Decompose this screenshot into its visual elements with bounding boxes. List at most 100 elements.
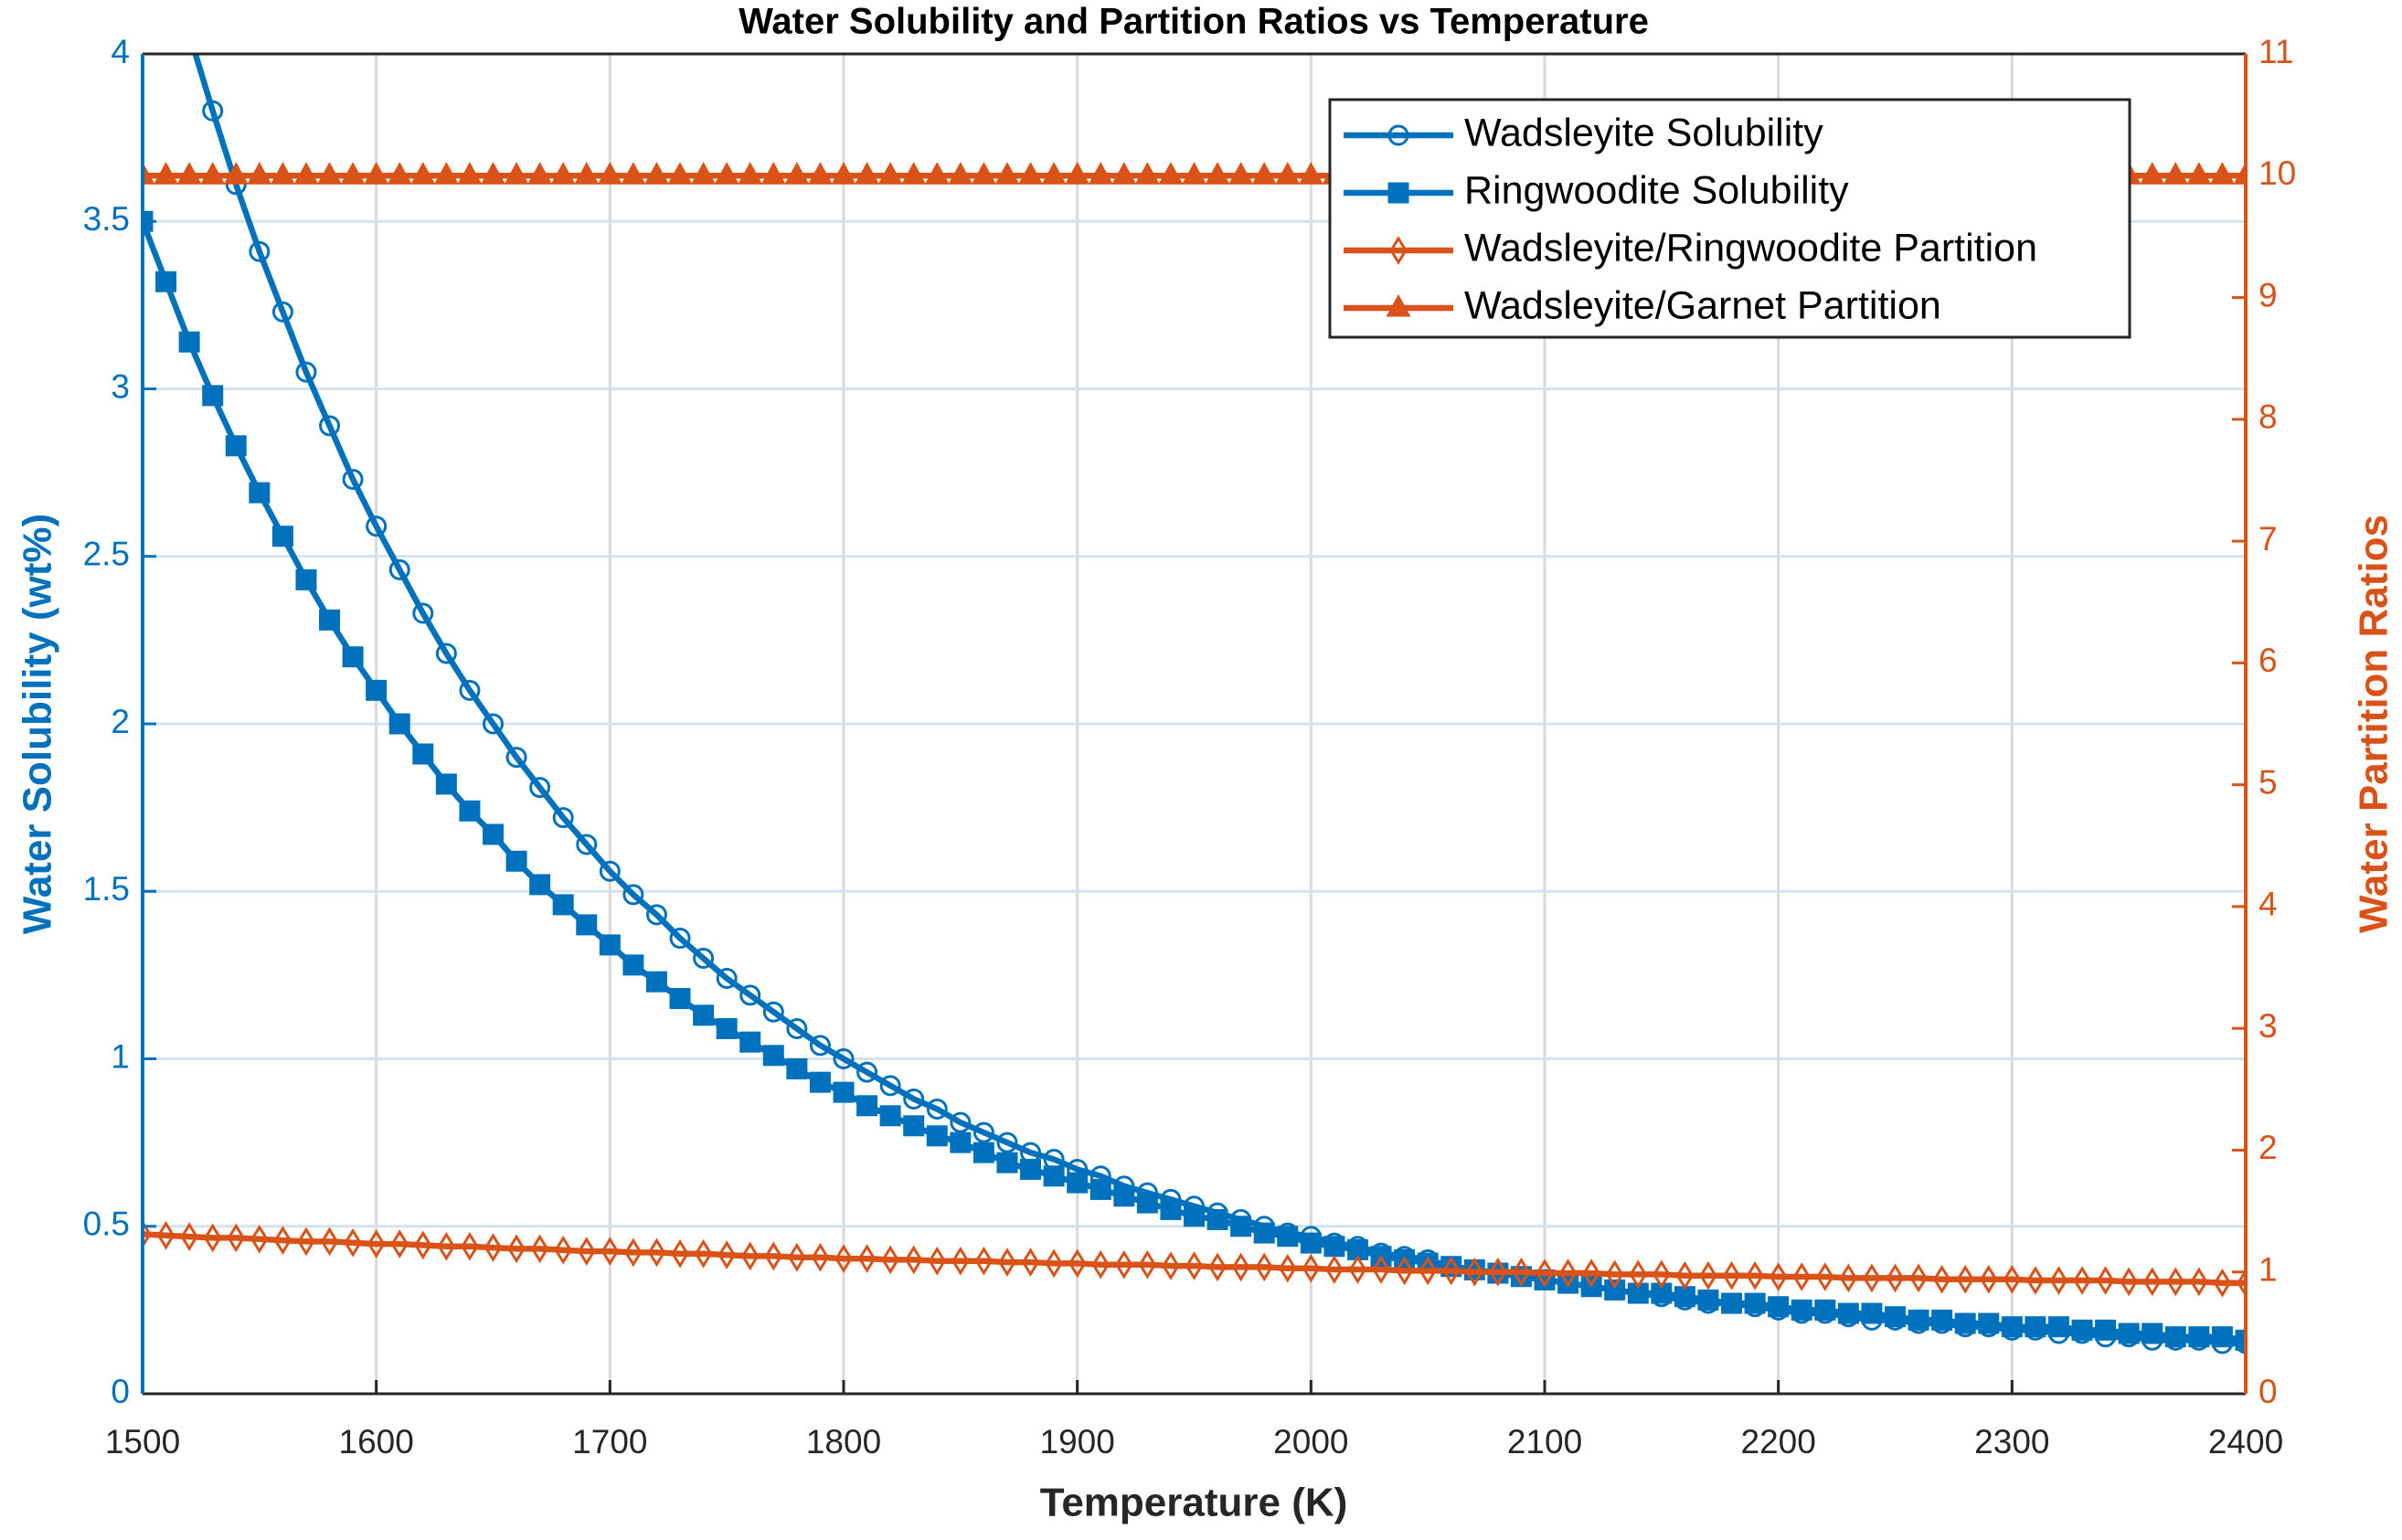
marker (552, 894, 574, 916)
marker (530, 1234, 549, 1264)
marker (316, 162, 343, 185)
marker (2096, 1266, 2115, 1295)
y2-tick-label: 2 (2259, 1129, 2278, 1166)
marker (1138, 1249, 1157, 1280)
marker (1325, 1255, 1344, 1284)
marker (2142, 1267, 2162, 1297)
marker (647, 1237, 666, 1268)
marker (951, 1246, 970, 1276)
marker (2049, 1266, 2068, 1295)
marker (2025, 1316, 2046, 1338)
marker (2095, 1319, 2117, 1341)
marker (273, 1226, 292, 1255)
marker (1162, 1251, 1180, 1280)
y-tick-label: 0 (111, 1373, 130, 1410)
marker (1065, 162, 1090, 185)
marker (714, 162, 739, 185)
x-tick-label: 1700 (572, 1423, 647, 1460)
marker (1675, 1260, 1695, 1290)
marker (1275, 162, 1301, 185)
marker (249, 482, 271, 504)
y2-tick-label: 6 (2259, 642, 2278, 679)
marker (1746, 1260, 1764, 1290)
marker (879, 1105, 901, 1127)
marker (1277, 1226, 1299, 1248)
marker (227, 1223, 246, 1253)
marker (1372, 1255, 1390, 1284)
marker (1791, 1299, 1812, 1321)
marker (2166, 1267, 2185, 1297)
legend-marker (1386, 293, 1411, 317)
marker (857, 1244, 877, 1273)
marker (1932, 1264, 1951, 1294)
marker (1909, 1263, 1928, 1293)
axes: 1500 1600 1700 1800 1900 2000 2100 2200 2300 2400… (83, 33, 2297, 1460)
marker (1605, 1259, 1624, 1290)
legend-box (1328, 98, 2131, 339)
marker (1017, 162, 1044, 185)
marker (505, 850, 527, 872)
marker (342, 646, 364, 668)
marker (948, 162, 973, 185)
marker (1230, 1216, 1252, 1237)
marker (1041, 162, 1067, 185)
marker (1931, 1309, 1953, 1331)
marker (2071, 1319, 2093, 1341)
marker (1395, 1256, 1414, 1286)
marker (295, 361, 317, 383)
marker (1956, 1264, 1974, 1294)
marker (1792, 1262, 1811, 1291)
marker (1768, 1296, 1790, 1318)
marker (576, 834, 598, 855)
marker (437, 1231, 456, 1261)
marker (904, 1245, 923, 1275)
marker (250, 1224, 269, 1254)
marker (1886, 1263, 1905, 1293)
marker (505, 747, 527, 769)
y2-tick-label: 0 (2259, 1373, 2278, 1410)
y2-tick-label: 4 (2259, 886, 2278, 923)
y2-tick-label: 5 (2259, 763, 2278, 801)
y-axis-label: Water Solubility (wt%) (16, 514, 60, 934)
marker (764, 1241, 783, 1271)
marker (319, 415, 341, 437)
marker (669, 988, 691, 1010)
marker (600, 1237, 620, 1266)
y-tick-label: 3 (111, 367, 130, 405)
marker (831, 162, 856, 185)
x-tick-label: 1900 (1040, 1423, 1115, 1460)
marker (2118, 1322, 2140, 1344)
x-tick-label: 2300 (1974, 1423, 2049, 1460)
marker (1181, 162, 1207, 185)
marker (716, 968, 738, 990)
y-tick-label: 2 (111, 703, 130, 740)
marker (716, 1018, 738, 1040)
marker (599, 860, 621, 882)
marker (507, 1234, 526, 1264)
marker (412, 743, 434, 765)
marker (1020, 1158, 1042, 1180)
marker (833, 1048, 855, 1069)
marker (1839, 1263, 1858, 1293)
marker (293, 162, 319, 185)
marker (1653, 1259, 1671, 1290)
marker (901, 162, 927, 185)
marker (694, 1238, 713, 1269)
marker (1300, 1232, 1322, 1254)
marker (459, 800, 481, 822)
marker (271, 526, 293, 547)
marker (2003, 1264, 2022, 1294)
marker (1769, 1262, 1788, 1291)
y-tick-label: 3.5 (83, 200, 130, 238)
marker (2211, 1326, 2233, 1348)
marker (433, 162, 459, 185)
marker (529, 874, 551, 896)
marker (1629, 1259, 1648, 1290)
marker (295, 568, 317, 590)
marker (1298, 162, 1323, 185)
marker (833, 1081, 855, 1103)
legend-label: Wadsleyite Solubility (1464, 111, 1823, 154)
marker (504, 162, 529, 185)
marker (760, 162, 786, 185)
